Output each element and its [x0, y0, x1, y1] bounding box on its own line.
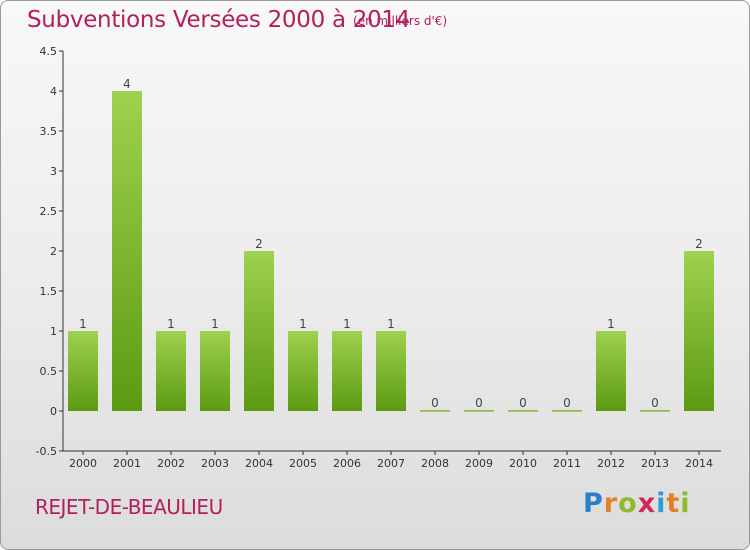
data-label: 0: [519, 396, 527, 410]
y-tick-label: 0.5: [40, 365, 58, 378]
data-label: 1: [79, 317, 87, 331]
bar: [596, 331, 626, 411]
logo-letter: i: [656, 488, 667, 519]
y-tick-label: 3.5: [40, 125, 58, 138]
x-tick-label: 2009: [465, 457, 493, 470]
x-tick-label: 2000: [69, 457, 97, 470]
x-tick-label: 2010: [509, 457, 537, 470]
chart-unit: (en milliers d'€): [353, 14, 448, 28]
y-tick-label: 2: [50, 245, 57, 258]
chart-title: Subventions Versées 2000 à 2014: [27, 7, 411, 33]
x-tick-label: 2013: [641, 457, 669, 470]
bar: [464, 410, 494, 412]
bar: [244, 251, 274, 411]
bar: [68, 331, 98, 411]
bar: [112, 91, 142, 411]
bar: [684, 251, 714, 411]
x-tick-label: 2011: [553, 457, 581, 470]
data-label: 4: [123, 77, 131, 91]
data-label: 0: [563, 396, 571, 410]
y-tick-label: 0: [50, 405, 57, 418]
x-tick-label: 2008: [421, 457, 449, 470]
bar: [552, 410, 582, 412]
x-tick-label: 2004: [245, 457, 273, 470]
data-label: 1: [299, 317, 307, 331]
logo-letter: x: [637, 488, 657, 519]
bar: [288, 331, 318, 411]
bar: [332, 331, 362, 411]
x-tick-label: 2002: [157, 457, 185, 470]
data-label: 1: [343, 317, 351, 331]
y-tick-label: 4.5: [40, 45, 58, 58]
y-tick-label: 3: [50, 165, 57, 178]
y-tick-label: -0.5: [36, 445, 57, 458]
commune-name: REJET-DE-BEAULIEU: [35, 495, 223, 519]
data-label: 1: [387, 317, 395, 331]
data-label: 0: [651, 396, 659, 410]
bar: [420, 410, 450, 412]
logo-letter: P: [583, 488, 604, 519]
data-label: 0: [475, 396, 483, 410]
y-tick-label: 1: [50, 325, 57, 338]
x-tick-label: 2007: [377, 457, 405, 470]
bar: [156, 331, 186, 411]
data-label: 1: [167, 317, 175, 331]
x-tick-label: 2012: [597, 457, 625, 470]
x-tick-label: 2001: [113, 457, 141, 470]
y-tick-label: 4: [50, 85, 57, 98]
data-label: 2: [255, 237, 263, 251]
bars: [68, 91, 714, 412]
x-tick-label: 2005: [289, 457, 317, 470]
x-tick-label: 2003: [201, 457, 229, 470]
data-label: 2: [695, 237, 703, 251]
logo-letter: t: [666, 488, 681, 519]
proxiti-logo[interactable]: Proxiti: [583, 488, 691, 519]
data-label: 1: [607, 317, 615, 331]
logo-letter: r: [603, 488, 619, 519]
x-tick-label: 2014: [685, 457, 713, 470]
data-labels: 1 4 1 1 2 1 1 1 0 0 0 0 1 0 2: [79, 77, 703, 410]
bar: [508, 410, 538, 412]
y-tick-label: 2.5: [40, 205, 58, 218]
data-label: 1: [211, 317, 219, 331]
bar: [200, 331, 230, 411]
bar: [640, 410, 670, 412]
y-tick-label: 1.5: [40, 285, 58, 298]
logo-letter: o: [618, 488, 638, 519]
bar: [376, 331, 406, 411]
logo-letter: i: [680, 488, 691, 519]
data-label: 0: [431, 396, 439, 410]
x-tick-label: 2006: [333, 457, 361, 470]
